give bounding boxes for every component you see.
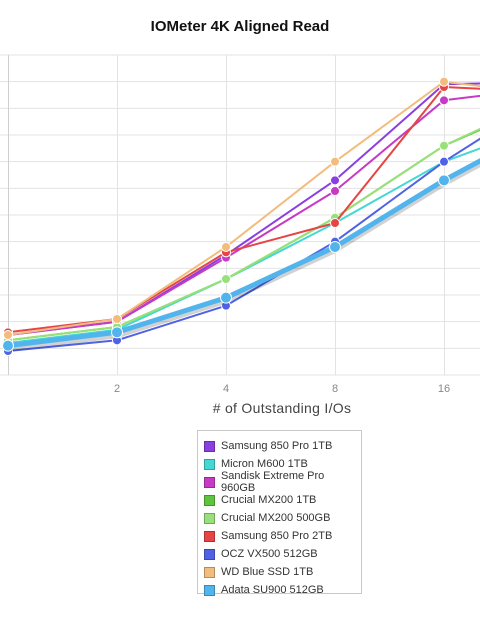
series-line bbox=[7, 128, 480, 342]
legend-swatch bbox=[204, 440, 215, 452]
series-layer bbox=[2, 76, 480, 356]
legend: Samsung 850 Pro 1TB Micron M600 1TB Sandis… bbox=[197, 430, 362, 596]
series-line bbox=[7, 82, 480, 336]
x-tick-label: 2 bbox=[114, 383, 120, 395]
legend-swatch bbox=[204, 458, 215, 470]
grid-layer bbox=[0, 54, 480, 376]
legend-swatch bbox=[204, 584, 215, 596]
legend-label: Sandisk Extreme Pro 960GB bbox=[220, 470, 325, 494]
legend-item: Adata SU900 512GB bbox=[204, 581, 361, 599]
legend-item: Crucial MX200 500GB bbox=[204, 509, 361, 527]
data-point bbox=[330, 175, 340, 186]
tick-layer: 2 4 8 16 bbox=[114, 383, 450, 395]
legend-swatch bbox=[204, 494, 215, 506]
x-axis-label: # of Outstanding I/Os bbox=[212, 400, 352, 416]
series-line bbox=[7, 127, 480, 342]
data-point bbox=[221, 242, 231, 252]
data-point bbox=[330, 156, 340, 167]
data-point bbox=[329, 241, 341, 253]
line-chart: 2 4 8 16 bbox=[0, 54, 480, 395]
series-shadow bbox=[7, 160, 480, 352]
series-line bbox=[7, 147, 480, 344]
legend-item: Samsung 850 Pro 2TB bbox=[204, 527, 361, 545]
series-line bbox=[7, 80, 480, 336]
data-point bbox=[2, 339, 14, 352]
series-line bbox=[7, 158, 480, 349]
legend-label: Micron M600 1TB bbox=[221, 458, 308, 470]
legend-swatch bbox=[204, 566, 215, 578]
legend-swatch bbox=[204, 530, 215, 542]
legend-label: Crucial MX200 1TB bbox=[221, 494, 317, 506]
legend-label: WD Blue SSD 1TB bbox=[221, 566, 314, 578]
data-point bbox=[220, 291, 232, 304]
data-point bbox=[330, 186, 340, 196]
x-tick-label: 4 bbox=[223, 383, 229, 395]
data-point bbox=[439, 76, 449, 87]
series-line bbox=[7, 94, 480, 336]
series-micron-m600-1tb bbox=[3, 147, 480, 348]
legend-item: OCZ VX500 512GB bbox=[204, 545, 361, 563]
data-point bbox=[439, 140, 449, 151]
legend-swatch bbox=[204, 548, 215, 560]
data-point bbox=[111, 326, 123, 339]
legend-item: Sandisk Extreme Pro 960GB bbox=[204, 470, 361, 494]
legend-item: Samsung 850 Pro 1TB bbox=[204, 437, 361, 455]
data-point bbox=[112, 314, 122, 324]
x-tick-label: 16 bbox=[438, 383, 450, 395]
series-adata-su900-512gb bbox=[2, 158, 480, 352]
legend-swatch bbox=[204, 476, 215, 488]
legend-label: Crucial MX200 500GB bbox=[221, 512, 331, 524]
data-point bbox=[439, 95, 449, 106]
legend-label: OCZ VX500 512GB bbox=[221, 548, 318, 560]
data-point bbox=[3, 330, 13, 340]
legend-swatch bbox=[204, 512, 215, 524]
data-point bbox=[439, 156, 449, 167]
legend-item: Micron M600 1TB bbox=[204, 455, 361, 473]
series-wd-blue-ssd-1tb bbox=[3, 76, 480, 340]
series-sandisk-extreme-pro-960gb bbox=[3, 94, 480, 340]
legend-label: Adata SU900 512GB bbox=[221, 584, 324, 596]
chart-title: IOMeter 4K Aligned Read bbox=[150, 18, 330, 35]
legend-item: WD Blue SSD 1TB bbox=[204, 563, 361, 581]
x-tick-label: 8 bbox=[332, 383, 338, 395]
legend-label: Samsung 850 Pro 2TB bbox=[221, 530, 333, 542]
data-point bbox=[438, 174, 450, 187]
legend-item: Crucial MX200 1TB bbox=[204, 491, 361, 509]
data-point bbox=[330, 218, 340, 228]
series-ocz-vx500-512gb bbox=[3, 137, 480, 356]
series-samsung-850-pro-2tb bbox=[3, 82, 480, 338]
legend-label: Samsung 850 Pro 1TB bbox=[221, 440, 333, 452]
data-point bbox=[221, 274, 231, 284]
